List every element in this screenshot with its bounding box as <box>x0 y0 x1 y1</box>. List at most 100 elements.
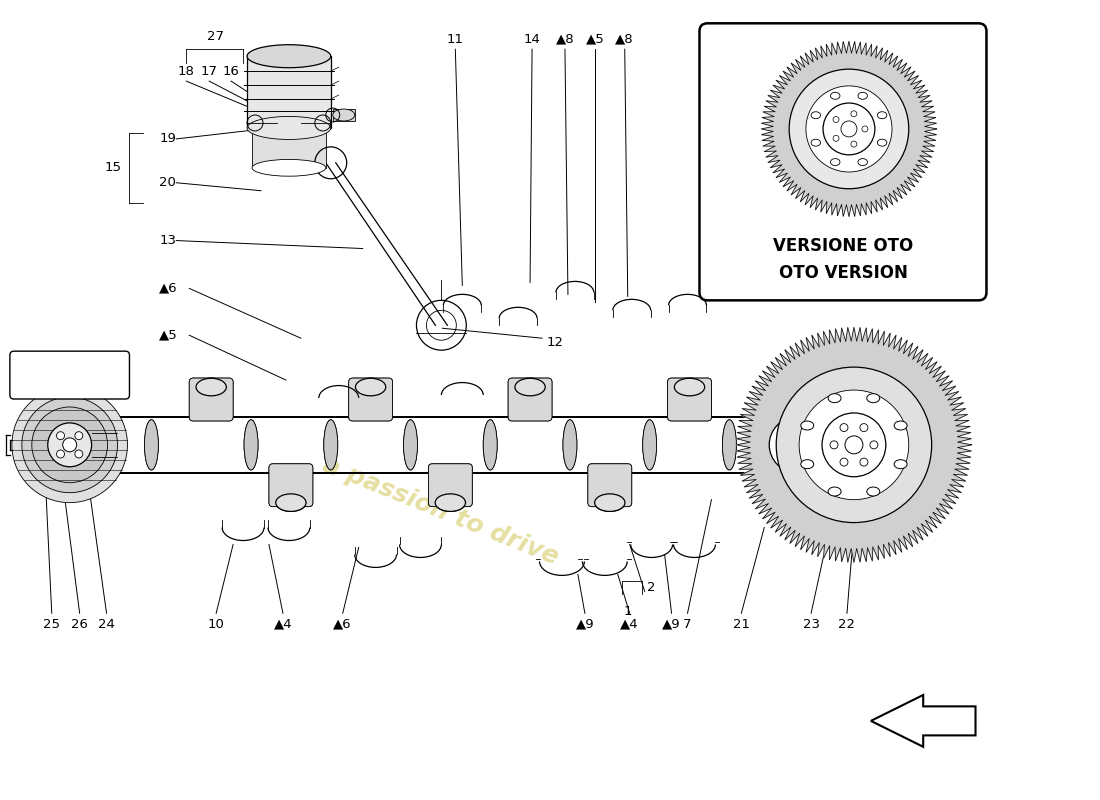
Text: ▲6: ▲6 <box>160 282 178 295</box>
Text: ▲9: ▲9 <box>662 618 681 630</box>
Circle shape <box>851 110 857 117</box>
Ellipse shape <box>248 117 331 139</box>
Text: 24: 24 <box>98 618 116 630</box>
Ellipse shape <box>355 378 386 396</box>
Ellipse shape <box>483 420 497 470</box>
Ellipse shape <box>323 420 338 470</box>
Ellipse shape <box>830 158 840 166</box>
FancyBboxPatch shape <box>270 464 312 506</box>
Text: ▲4: ▲4 <box>274 618 293 630</box>
Text: ▲6: ▲6 <box>333 618 352 630</box>
Ellipse shape <box>894 460 908 469</box>
Ellipse shape <box>723 420 736 470</box>
Circle shape <box>808 450 815 457</box>
Polygon shape <box>761 42 937 217</box>
Circle shape <box>862 126 868 132</box>
Circle shape <box>75 432 82 440</box>
Ellipse shape <box>723 420 736 470</box>
Ellipse shape <box>244 420 258 470</box>
Text: ▲5: ▲5 <box>585 33 604 46</box>
Text: 16: 16 <box>222 65 240 78</box>
Ellipse shape <box>878 139 887 146</box>
Circle shape <box>860 458 868 466</box>
Text: 27: 27 <box>207 30 223 42</box>
Circle shape <box>777 367 932 522</box>
Text: 17: 17 <box>200 65 218 78</box>
Ellipse shape <box>894 421 908 430</box>
FancyBboxPatch shape <box>189 378 233 421</box>
Circle shape <box>779 450 786 457</box>
Ellipse shape <box>404 420 418 470</box>
Text: 21: 21 <box>968 70 984 82</box>
Ellipse shape <box>563 420 576 470</box>
Text: 14: 14 <box>524 33 540 46</box>
Circle shape <box>842 121 857 137</box>
Circle shape <box>806 86 892 172</box>
Ellipse shape <box>674 378 705 396</box>
Circle shape <box>32 407 108 482</box>
Text: ▲5: ▲5 <box>160 329 178 342</box>
Bar <box>117 417 755 473</box>
Circle shape <box>799 390 909 500</box>
FancyBboxPatch shape <box>333 109 354 121</box>
FancyBboxPatch shape <box>587 464 631 506</box>
FancyBboxPatch shape <box>508 378 552 421</box>
Ellipse shape <box>515 378 546 396</box>
Text: ▲8: ▲8 <box>556 33 574 46</box>
Text: 26: 26 <box>72 618 88 630</box>
Text: 10: 10 <box>208 618 224 630</box>
Circle shape <box>870 441 878 449</box>
Text: 21: 21 <box>733 618 750 630</box>
FancyBboxPatch shape <box>428 464 472 506</box>
FancyBboxPatch shape <box>668 378 712 421</box>
FancyBboxPatch shape <box>10 351 130 399</box>
Ellipse shape <box>436 494 465 511</box>
Text: 20: 20 <box>160 176 176 190</box>
Circle shape <box>56 450 65 458</box>
Circle shape <box>794 458 801 466</box>
Text: 23: 23 <box>803 618 820 630</box>
Circle shape <box>75 450 82 458</box>
Ellipse shape <box>252 159 326 176</box>
Ellipse shape <box>196 378 227 396</box>
Circle shape <box>830 441 838 449</box>
Text: 12: 12 <box>547 336 563 349</box>
Circle shape <box>851 141 857 147</box>
Circle shape <box>47 423 91 466</box>
Ellipse shape <box>595 494 625 511</box>
Ellipse shape <box>867 394 880 402</box>
Ellipse shape <box>355 378 386 396</box>
Ellipse shape <box>109 417 124 473</box>
Ellipse shape <box>642 420 657 470</box>
Text: 7: 7 <box>683 618 692 630</box>
Circle shape <box>808 433 815 440</box>
Ellipse shape <box>333 109 354 121</box>
Ellipse shape <box>563 420 576 470</box>
FancyBboxPatch shape <box>252 128 326 168</box>
Ellipse shape <box>276 494 306 511</box>
Ellipse shape <box>276 494 306 511</box>
Ellipse shape <box>830 92 840 99</box>
Ellipse shape <box>323 420 338 470</box>
FancyBboxPatch shape <box>508 378 552 421</box>
FancyBboxPatch shape <box>668 378 712 421</box>
Circle shape <box>840 423 848 431</box>
Text: 15: 15 <box>104 162 122 174</box>
Ellipse shape <box>828 487 842 496</box>
Ellipse shape <box>515 378 546 396</box>
Ellipse shape <box>595 494 625 511</box>
Circle shape <box>833 117 839 122</box>
FancyBboxPatch shape <box>349 378 393 421</box>
Circle shape <box>845 436 862 454</box>
Ellipse shape <box>196 378 227 396</box>
Text: ▲8: ▲8 <box>615 33 634 46</box>
Ellipse shape <box>244 420 258 470</box>
Ellipse shape <box>404 420 418 470</box>
Circle shape <box>823 103 874 155</box>
FancyBboxPatch shape <box>587 464 631 506</box>
Circle shape <box>840 458 848 466</box>
Ellipse shape <box>674 378 705 396</box>
FancyBboxPatch shape <box>270 464 312 506</box>
Text: a passion to drive: a passion to drive <box>319 454 562 570</box>
FancyBboxPatch shape <box>189 378 233 421</box>
